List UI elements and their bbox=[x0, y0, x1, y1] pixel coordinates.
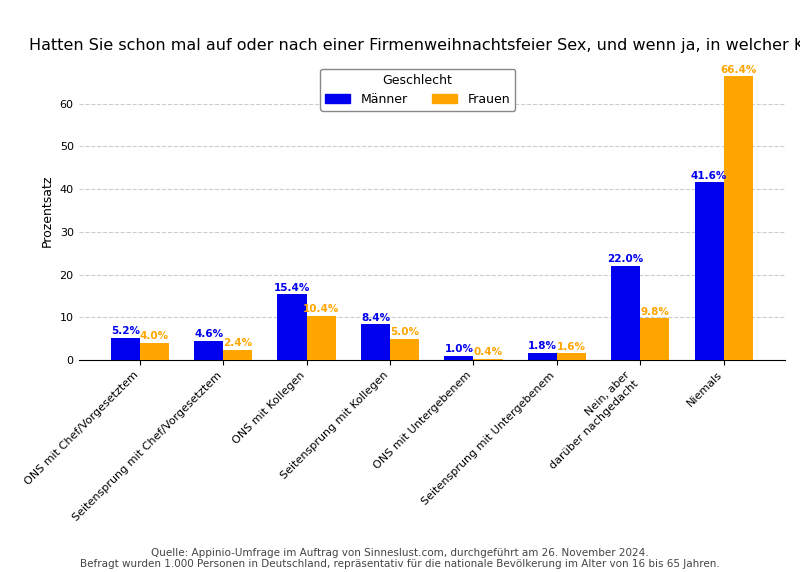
Text: 9.8%: 9.8% bbox=[641, 307, 670, 317]
Text: 4.0%: 4.0% bbox=[140, 331, 169, 341]
Bar bbox=[361, 324, 390, 360]
Text: 5.2%: 5.2% bbox=[110, 326, 140, 336]
Bar bbox=[110, 338, 140, 360]
Text: 2.4%: 2.4% bbox=[223, 338, 253, 348]
Text: 15.4%: 15.4% bbox=[274, 283, 310, 293]
Bar bbox=[223, 350, 253, 360]
Text: 22.0%: 22.0% bbox=[607, 255, 644, 264]
Text: 66.4%: 66.4% bbox=[720, 65, 757, 75]
Bar bbox=[194, 340, 223, 360]
Bar bbox=[557, 353, 586, 360]
Text: 1.0%: 1.0% bbox=[444, 344, 474, 354]
Bar bbox=[474, 359, 502, 360]
Text: 41.6%: 41.6% bbox=[691, 170, 727, 181]
Bar bbox=[640, 319, 670, 360]
Bar bbox=[528, 352, 557, 360]
Text: 0.4%: 0.4% bbox=[474, 347, 502, 357]
Y-axis label: Prozentsatz: Prozentsatz bbox=[41, 174, 54, 247]
Text: 4.6%: 4.6% bbox=[194, 329, 223, 339]
Bar bbox=[724, 77, 753, 360]
Bar bbox=[444, 356, 474, 360]
Bar bbox=[278, 295, 306, 360]
Text: 1.6%: 1.6% bbox=[557, 341, 586, 352]
Text: 8.4%: 8.4% bbox=[361, 313, 390, 323]
Text: 1.8%: 1.8% bbox=[528, 341, 557, 351]
Text: 10.4%: 10.4% bbox=[303, 304, 339, 314]
Text: Quelle: Appinio-Umfrage im Auftrag von Sinneslust.com, durchgeführt am 26. Novem: Quelle: Appinio-Umfrage im Auftrag von S… bbox=[80, 547, 720, 569]
Text: 5.0%: 5.0% bbox=[390, 327, 419, 337]
Legend: Männer, Frauen: Männer, Frauen bbox=[320, 69, 515, 111]
Bar bbox=[306, 316, 336, 360]
Text: Hatten Sie schon mal auf oder nach einer Firmenweihnachtsfeier Sex, und wenn ja,: Hatten Sie schon mal auf oder nach einer… bbox=[29, 38, 800, 53]
Bar bbox=[694, 182, 724, 360]
Bar bbox=[140, 343, 169, 360]
Bar bbox=[611, 266, 640, 360]
Bar bbox=[390, 339, 419, 360]
